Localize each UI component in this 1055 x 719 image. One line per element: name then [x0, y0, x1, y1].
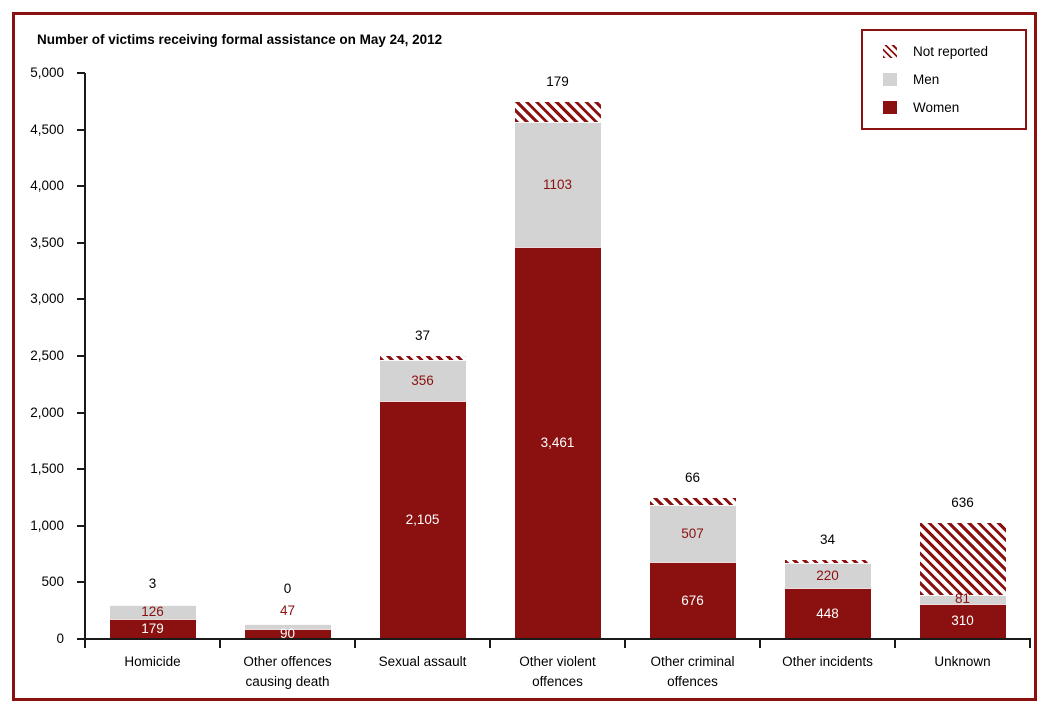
legend-label: Women [913, 100, 960, 115]
bar-segment-men [244, 623, 331, 629]
bar-value-women: 310 [951, 613, 974, 629]
legend-label: Not reported [913, 44, 989, 59]
y-axis-tick [77, 241, 85, 244]
bar-segment-men [109, 604, 196, 619]
chart-outer-border [12, 12, 1037, 701]
legend: Not reported Men Women [861, 29, 1027, 130]
legend-item-men: Men [883, 71, 1025, 89]
x-axis-tick [84, 640, 86, 648]
y-axis-tick [77, 581, 85, 584]
not-reported-swatch-icon [883, 45, 897, 58]
y-tick-label: 1,000 [30, 517, 64, 533]
bar-segment-not-reported [784, 559, 871, 564]
legend-item-women: Women [883, 99, 1025, 117]
category-label: Unknown [934, 654, 991, 669]
category-label: Other offences causing death [243, 654, 332, 689]
bar-segment-women [784, 588, 871, 639]
y-tick-label: 2,500 [30, 348, 64, 363]
y-axis-tick [77, 185, 85, 188]
bar-value-men: 81 [954, 591, 971, 607]
bar-value-women: 179 [141, 620, 164, 636]
bar-segment-men [649, 505, 736, 563]
bar-value-men: 220 [816, 567, 839, 583]
chart-title: Number of victims receiving formal assis… [37, 32, 443, 47]
y-axis-tick [77, 72, 85, 74]
y-tick-label: 4,500 [30, 121, 64, 137]
category-label: Other criminal offences [650, 654, 735, 689]
bar-value-women: 3,461 [540, 435, 575, 451]
bar-value-men: 1103 [542, 176, 573, 192]
bar-segment-not-reported [919, 522, 1006, 595]
y-axis-tick [77, 128, 85, 131]
x-axis-tick [219, 640, 221, 648]
x-axis-tick [759, 640, 761, 648]
y-axis-tick [77, 355, 85, 357]
y-axis-tick [77, 411, 85, 414]
bar-segment-women [109, 618, 196, 639]
x-axis-tick [489, 640, 491, 648]
x-axis-line [84, 638, 1031, 640]
y-axis-line [84, 73, 86, 640]
y-axis-tick [77, 638, 85, 640]
y-tick-label: 2,000 [30, 404, 64, 420]
bar-value-men: 356 [411, 372, 434, 388]
bar-value-not-reported: 34 [819, 531, 836, 547]
bar-value-not-reported: 636 [951, 494, 974, 510]
bar-segment-men [919, 594, 1006, 604]
bar-value-women: 448 [816, 605, 839, 621]
x-axis-tick [894, 640, 896, 648]
y-axis-tick [77, 468, 85, 471]
bar-segment-women [649, 562, 736, 639]
bar-segment-women [244, 628, 331, 639]
bar-segment-men [784, 563, 871, 589]
y-axis-tick [77, 524, 85, 527]
x-axis-tick [624, 640, 626, 648]
bar-value-women: 2,105 [405, 511, 440, 527]
y-tick-label: 3,500 [30, 234, 64, 250]
category-label: Other incidents [782, 654, 873, 669]
category-label: Homicide [124, 654, 181, 669]
bar-value-not-reported: 0 [283, 581, 292, 597]
category-label: Sexual assault [378, 654, 467, 669]
category-label: Other violent offences [519, 654, 596, 689]
y-tick-label: 3,000 [30, 291, 64, 307]
bar-value-not-reported: 179 [546, 74, 569, 90]
bar-value-men: 47 [279, 603, 296, 619]
y-tick-label: 1,500 [30, 461, 64, 477]
bar-segment-men [514, 122, 601, 248]
women-swatch-icon [883, 101, 897, 114]
bar-segment-women [379, 400, 466, 639]
bar-segment-not-reported [379, 356, 466, 361]
y-tick-label: 500 [41, 574, 64, 590]
men-swatch-icon [883, 73, 897, 86]
bar-value-men: 126 [141, 603, 164, 619]
legend-label: Men [913, 72, 940, 87]
bar-value-women: 676 [681, 592, 704, 608]
y-tick-label: 0 [56, 631, 64, 646]
y-tick-label: 5,000 [30, 65, 64, 80]
y-tick-label: 4,000 [30, 178, 64, 194]
bar-value-women: 90 [279, 625, 296, 641]
bar-segment-not-reported [649, 497, 736, 506]
x-axis-tick [1029, 640, 1031, 648]
bar-value-not-reported: 3 [148, 576, 157, 592]
bar-value-not-reported: 37 [414, 328, 431, 344]
bar-segment-men [379, 360, 466, 401]
bar-segment-women [919, 603, 1006, 639]
bar-value-not-reported: 66 [684, 469, 701, 485]
bar-value-men: 507 [681, 525, 704, 541]
bar-segment-women [514, 247, 601, 639]
x-axis-tick [354, 640, 356, 648]
legend-item-not-reported: Not reported [883, 43, 1025, 61]
bar-segment-not-reported [514, 102, 601, 123]
y-axis-tick [77, 298, 85, 301]
